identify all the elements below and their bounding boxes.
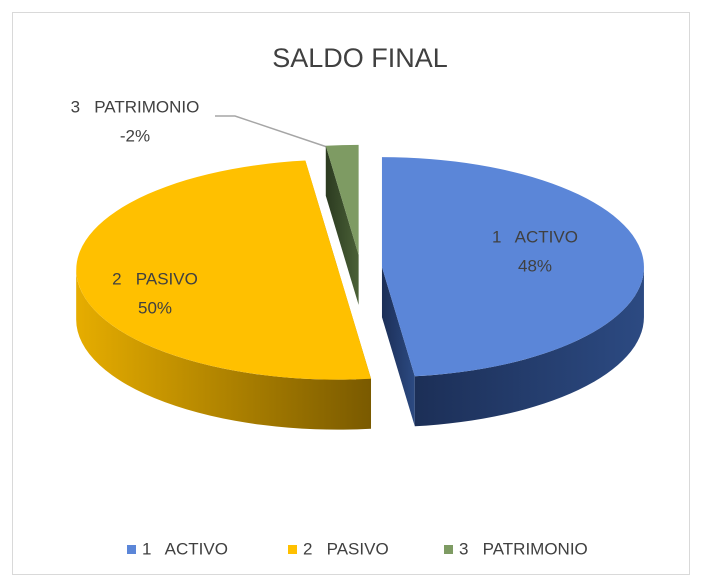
data-label-value: -2%	[120, 126, 150, 145]
legend-label: 1 ACTIVO	[142, 539, 228, 558]
legend-swatch	[288, 545, 297, 554]
data-label-value: 50%	[138, 298, 172, 317]
legend-swatch	[127, 545, 136, 554]
slice	[325, 144, 359, 255]
slice-wall	[414, 267, 644, 427]
slice-side	[325, 145, 359, 305]
legend-label: 3 PATRIMONIO	[459, 539, 588, 558]
data-label-name: 2 PASIVO	[112, 269, 198, 288]
data-label-value: 48%	[518, 256, 552, 275]
slice	[76, 160, 372, 380]
slice	[381, 157, 644, 377]
leader-line	[215, 115, 337, 151]
data-label-name: 3 PATRIMONIO	[71, 97, 200, 116]
chart-title: SALDO FINAL	[272, 43, 448, 73]
legend-label: 2 PASIVO	[303, 539, 389, 558]
slice-side	[381, 267, 415, 427]
data-label-name: 1 ACTIVO	[492, 227, 578, 246]
slice-wall	[76, 269, 372, 430]
legend-swatch	[444, 545, 453, 554]
